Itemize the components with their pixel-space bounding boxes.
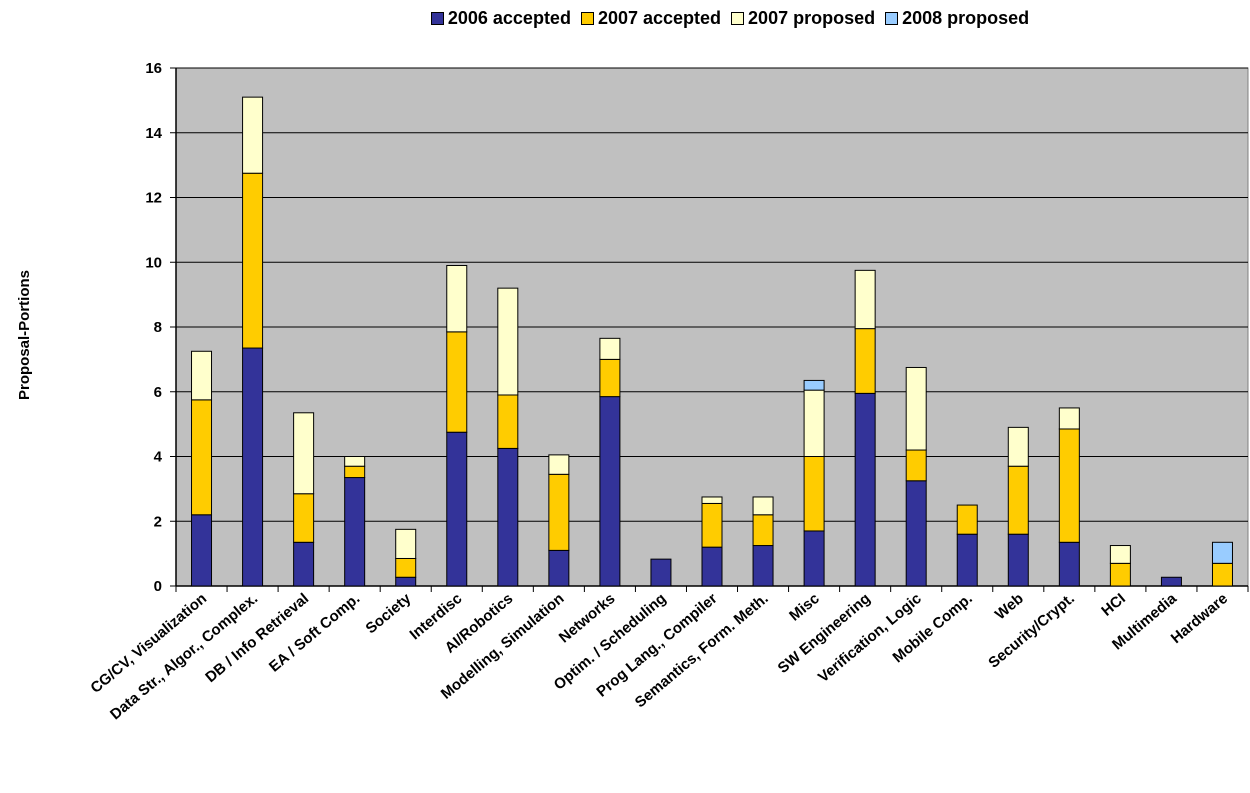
bar-segment: [191, 514, 213, 587]
bar-segment: [293, 493, 315, 543]
bar-segment: [803, 379, 825, 391]
bar-segment: [1007, 533, 1029, 587]
legend-item: 2007 accepted: [580, 8, 722, 29]
x-tick-label: Web: [992, 590, 1027, 623]
y-tick-label: 2: [154, 513, 162, 530]
y-tick-label: 12: [145, 190, 162, 207]
bar-segment: [905, 366, 927, 451]
x-tick-label: Misc: [786, 590, 822, 624]
bar-segment: [1058, 541, 1080, 587]
bar-segment: [1058, 428, 1080, 543]
bar-segment: [548, 473, 570, 551]
bar-segment: [803, 389, 825, 458]
x-tick-label: SW Engineering: [775, 590, 874, 677]
legend-item: 2006 accepted: [430, 8, 571, 29]
bar-segment: [854, 269, 876, 330]
bar-segment: [191, 399, 213, 516]
bar-segment: [956, 504, 978, 535]
bar-segment: [752, 545, 774, 587]
x-tick-label: Hardware: [1168, 590, 1231, 647]
y-tick-label: 6: [154, 384, 162, 401]
legend-swatch: [731, 12, 745, 25]
bar-segment: [803, 530, 825, 587]
legend-swatch: [885, 12, 899, 25]
bar-segment: [395, 557, 417, 578]
legend: 2006 accepted 2007 accepted 2007 proposed 2…: [105, 8, 1250, 29]
bar-segment: [344, 465, 366, 479]
bar-segment: [293, 541, 315, 587]
bar-segment: [803, 456, 825, 532]
y-tick-label: 16: [145, 60, 162, 77]
bar-segment: [395, 528, 417, 559]
legend-item: 2007 proposed: [731, 8, 875, 29]
bar-segment: [497, 394, 519, 449]
legend-label: 2006 accepted: [447, 8, 571, 28]
bar-segment: [242, 347, 264, 587]
legend-label: 2007 accepted: [597, 8, 722, 28]
bar-segment: [446, 331, 468, 433]
bar-segment: [446, 264, 468, 333]
legend-label: 2008 proposed: [902, 8, 1030, 28]
bar-segment: [1109, 545, 1131, 564]
bar-segment: [956, 533, 978, 587]
bar-segment: [242, 96, 264, 174]
y-tick-label: 0: [154, 578, 162, 595]
bar-segment: [1058, 407, 1080, 430]
bar-segment: [497, 287, 519, 396]
bar-segment: [854, 392, 876, 587]
y-tick-label: 8: [154, 319, 162, 336]
bar-segment: [599, 337, 621, 360]
bar-segment: [293, 412, 315, 495]
bar-segment: [446, 431, 468, 587]
y-tick-label: 4: [154, 449, 163, 466]
bar-segment: [497, 447, 519, 587]
bar-segment: [650, 558, 672, 587]
bar-segment: [344, 456, 366, 467]
bar-segment: [1211, 541, 1233, 564]
legend-label: 2007 proposed: [748, 8, 876, 28]
legend-swatch: [430, 12, 444, 25]
legend-item: 2008 proposed: [885, 8, 1029, 29]
bar-segment: [1211, 562, 1233, 587]
bar-segment: [1160, 576, 1182, 587]
bar-segment: [191, 350, 213, 401]
legend-swatch: [580, 12, 594, 25]
bar-segment: [752, 514, 774, 547]
x-tick-label: Security/Crypt.: [985, 590, 1078, 672]
bar-segment: [701, 546, 723, 587]
x-tick-label: HCI: [1098, 590, 1129, 620]
bar-segment: [905, 480, 927, 587]
bar-segment: [701, 496, 723, 504]
bar-segment: [599, 396, 621, 587]
bar-segment: [701, 502, 723, 548]
bar-segment: [854, 328, 876, 394]
bar-segment: [1007, 465, 1029, 535]
bar-segment: [752, 496, 774, 516]
bar-segment: [344, 477, 366, 587]
bar-segment: [1109, 562, 1131, 587]
y-tick-label: 10: [145, 254, 162, 271]
bar-segment: [242, 172, 264, 349]
bar-segment: [548, 454, 570, 475]
x-tick-label: EA / Soft Comp.: [266, 590, 363, 676]
bar-segment: [548, 549, 570, 587]
bar-segment: [599, 358, 621, 398]
y-tick-label: 14: [145, 125, 162, 142]
bar-segment: [395, 576, 417, 587]
bar-segment: [1007, 426, 1029, 467]
bar-segment: [905, 449, 927, 482]
